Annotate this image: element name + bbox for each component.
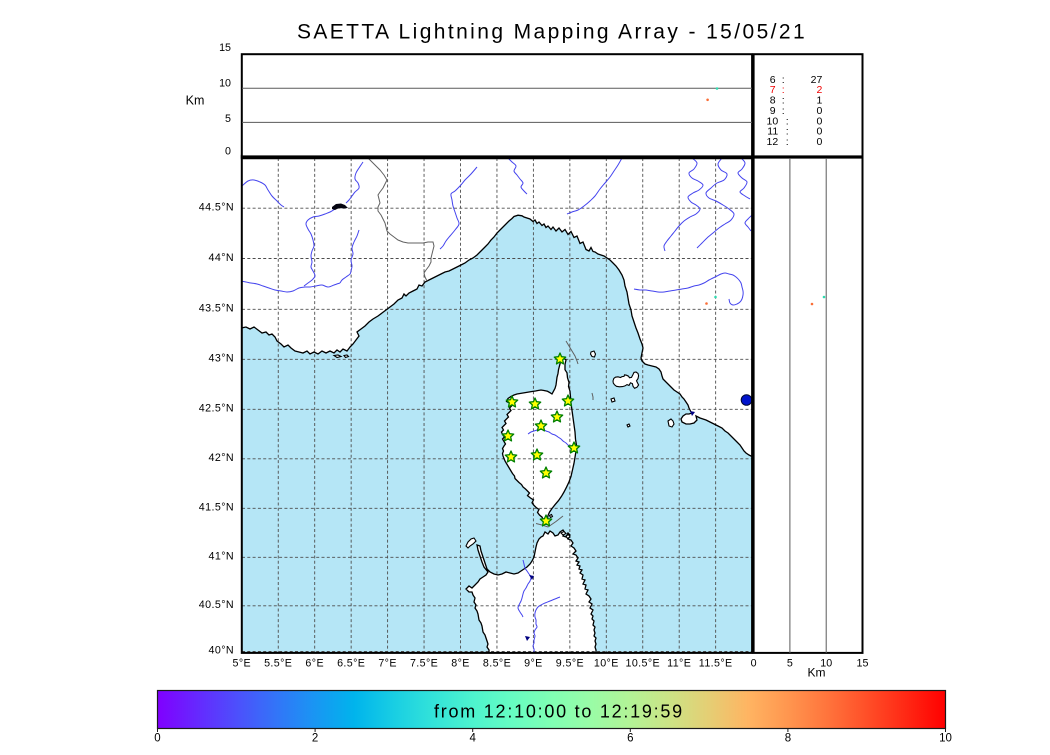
svg-text::: : [782, 74, 785, 86]
svg-text:6: 6 [627, 733, 633, 745]
svg-text:2: 2 [312, 733, 318, 745]
svg-text:0: 0 [816, 115, 822, 127]
svg-text:40.5°N: 40.5°N [199, 599, 234, 611]
svg-text:Km: Km [186, 93, 205, 107]
svg-text:6: 6 [770, 74, 776, 86]
svg-text:10°E: 10°E [594, 658, 619, 670]
svg-text:10: 10 [767, 115, 779, 127]
svg-text:40°N: 40°N [209, 645, 234, 657]
svg-text::: : [782, 105, 785, 117]
svg-text:43°N: 43°N [209, 353, 234, 365]
svg-text:11: 11 [767, 126, 778, 138]
svg-text::: : [786, 136, 789, 148]
svg-text:10: 10 [219, 77, 231, 89]
svg-text:10: 10 [820, 658, 832, 670]
svg-text:SAETTA Lightning Mapping Array: SAETTA Lightning Mapping Array - 15/05/2… [297, 21, 807, 44]
svg-text:11.5°E: 11.5°E [699, 658, 733, 670]
svg-text:5: 5 [787, 658, 793, 670]
svg-text:6.5°E: 6.5°E [337, 658, 365, 670]
svg-text:1: 1 [816, 95, 822, 107]
svg-text:from 12:10:00 to 12:19:59: from 12:10:00 to 12:19:59 [434, 701, 684, 721]
svg-text:2: 2 [816, 84, 822, 96]
svg-text:8: 8 [785, 733, 791, 745]
svg-text:15: 15 [219, 42, 231, 54]
svg-text:5.5°E: 5.5°E [264, 658, 292, 670]
svg-text::: : [786, 115, 789, 127]
svg-text:0: 0 [816, 126, 822, 138]
svg-text::: : [782, 95, 785, 107]
svg-text:4: 4 [469, 733, 476, 745]
svg-text:8°E: 8°E [451, 658, 470, 670]
svg-text:12: 12 [767, 136, 779, 148]
svg-text:7: 7 [770, 84, 776, 96]
svg-text:0: 0 [154, 733, 160, 745]
svg-text:8.5°E: 8.5°E [483, 658, 511, 670]
svg-text::: : [782, 84, 785, 96]
svg-text:9.5°E: 9.5°E [556, 658, 584, 670]
svg-text:11°E: 11°E [667, 658, 691, 670]
svg-text:15: 15 [857, 658, 869, 670]
svg-text:7°E: 7°E [378, 658, 397, 670]
svg-text::: : [786, 126, 789, 138]
svg-text:27: 27 [811, 74, 823, 86]
svg-text:44°N: 44°N [209, 252, 234, 264]
svg-text:43.5°N: 43.5°N [199, 303, 234, 315]
svg-text:42°N: 42°N [209, 452, 234, 464]
svg-text:0: 0 [816, 136, 822, 148]
svg-text:41.5°N: 41.5°N [199, 502, 234, 514]
svg-text:7.5°E: 7.5°E [410, 658, 438, 670]
svg-text:Km: Km [808, 666, 826, 680]
svg-text:10: 10 [939, 733, 952, 745]
svg-text:5: 5 [225, 113, 231, 125]
svg-text:0: 0 [751, 658, 757, 670]
svg-text:0: 0 [225, 146, 231, 158]
svg-text:41°N: 41°N [209, 551, 234, 563]
svg-text:10.5°E: 10.5°E [625, 658, 660, 670]
svg-text:0: 0 [816, 105, 822, 117]
svg-text:42.5°N: 42.5°N [199, 403, 234, 415]
svg-text:6°E: 6°E [305, 658, 324, 670]
svg-text:9°E: 9°E [524, 658, 543, 670]
svg-text:44.5°N: 44.5°N [199, 202, 234, 214]
svg-text:9: 9 [770, 105, 776, 117]
svg-text:8: 8 [770, 95, 776, 107]
svg-text:5°E: 5°E [233, 658, 252, 670]
